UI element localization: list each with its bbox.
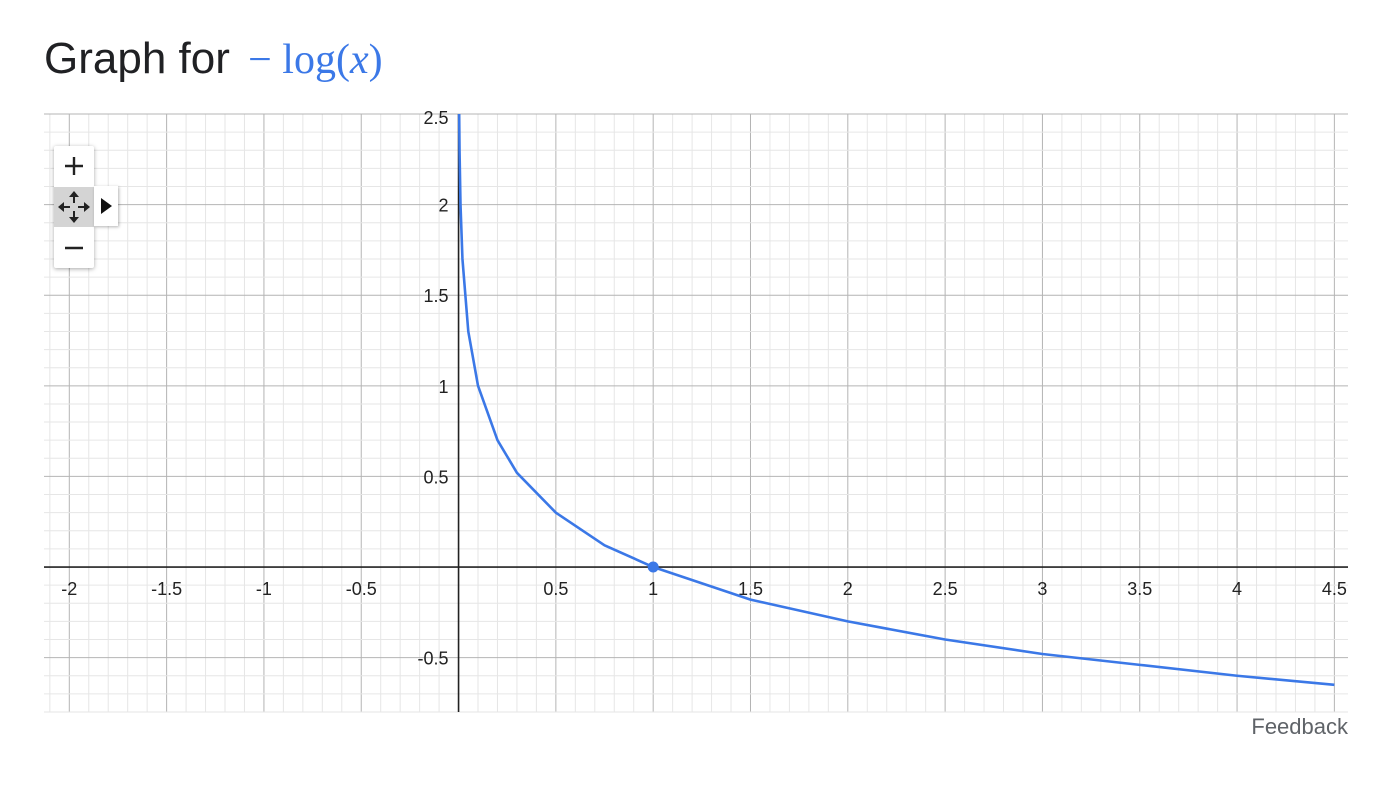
x-tick-label: 4	[1232, 579, 1242, 599]
x-tick-label: 1.5	[738, 579, 763, 599]
pan-menu-toggle[interactable]	[94, 186, 118, 226]
x-tick-label: 3.5	[1127, 579, 1152, 599]
x-tick-label: -1	[256, 579, 272, 599]
x-tick-label: -2	[61, 579, 77, 599]
function-close-paren: )	[368, 37, 383, 83]
zoom-in-button[interactable]	[54, 146, 94, 186]
page-title: Graph for − log(x)	[44, 34, 383, 84]
zoom-out-button[interactable]	[54, 228, 94, 268]
move-icon	[58, 191, 90, 223]
y-tick-label: 2	[439, 196, 449, 216]
y-tick-label: 1.5	[424, 286, 449, 306]
function-name: log	[282, 37, 336, 83]
graph-controls	[54, 146, 94, 268]
function-variable: x	[349, 37, 369, 83]
data-point	[647, 561, 659, 573]
x-tick-label: -1.5	[151, 579, 182, 599]
series-line	[457, 114, 1335, 687]
x-tick-label: 3	[1037, 579, 1047, 599]
x-tick-label: 2.5	[933, 579, 958, 599]
minus-icon	[65, 246, 83, 250]
x-tick-label: 2	[843, 579, 853, 599]
x-tick-label: 0.5	[543, 579, 568, 599]
function-minus: −	[248, 37, 272, 83]
title-prefix: Graph for	[44, 34, 230, 83]
y-tick-label: 2.5	[424, 108, 449, 128]
y-tick-label: 1	[439, 377, 449, 397]
y-tick-label: -0.5	[418, 649, 449, 669]
function-label: − log(x)	[248, 37, 383, 83]
function-open-paren: (	[335, 37, 350, 83]
feedback-link[interactable]: Feedback	[1251, 714, 1348, 739]
x-tick-label: 1	[648, 579, 658, 599]
x-tick-label: -0.5	[346, 579, 377, 599]
pan-button[interactable]	[54, 187, 94, 227]
caret-right-icon	[101, 198, 112, 214]
x-tick-label: 4.5	[1322, 579, 1347, 599]
plus-icon	[65, 157, 83, 175]
y-tick-label: 0.5	[424, 467, 449, 487]
